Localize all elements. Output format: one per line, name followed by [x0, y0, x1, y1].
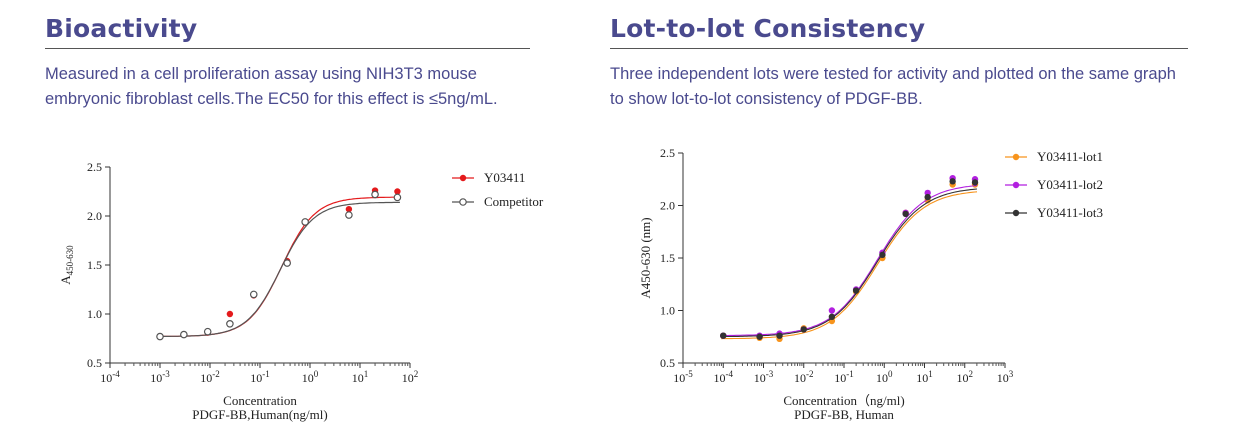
chart2-y-tick-label: 1.5	[660, 251, 675, 265]
chart2-y-label: A450-630 (nm)	[638, 217, 653, 298]
chart1-point-2	[283, 259, 292, 267]
chart2-point-3	[949, 178, 956, 185]
chart1-point-2	[301, 218, 309, 226]
consistency-heading: Lot-to-lot Consistency	[610, 14, 926, 43]
chart1-point-2	[345, 211, 353, 219]
chart1-fit-curve-2	[157, 201, 400, 338]
chart2-fit-curve-1	[721, 191, 978, 340]
chart1-point-1	[394, 188, 401, 195]
chart1-legend-label-2: Competitor	[484, 194, 544, 209]
chart1-point-2	[156, 332, 164, 341]
chart2-point-3	[720, 332, 727, 339]
bioactivity-description: Measured in a cell proliferation assay u…	[45, 65, 498, 108]
chart1-legend-marker-1	[459, 174, 467, 182]
bioactivity-heading: Bioactivity	[45, 14, 198, 43]
chart1-y-label: A450-630	[58, 245, 75, 285]
chart1-legend-marker-2	[459, 198, 467, 206]
chart2-legend-marker-3	[1012, 209, 1020, 217]
chart1-point-1	[226, 310, 234, 318]
chart1-x-tick-label: 10-2	[200, 369, 220, 385]
chart2-x-tick-label: 102	[957, 369, 974, 385]
chart1-x-tick-label: 10-4	[100, 369, 120, 385]
chart1-x-tick-label: 10-1	[250, 369, 270, 385]
chart2-y-tick-label: 2.0	[660, 199, 675, 213]
chart2-x-tick-label: 10-5	[673, 369, 693, 385]
chart2-point-3	[924, 193, 931, 201]
bioactivity-chart: 0.5 1.0 1.5 2.0 2.5 10-4 10-3 10-2 10-1 100 101 102…	[58, 160, 544, 422]
chart2-x-tick-label: 101	[916, 369, 933, 385]
chart1-x-label-2: PDGF-BB,Human(ng/ml)	[192, 407, 327, 422]
chart1-x-tick-label: 10-3	[150, 369, 170, 385]
chart1-point-2	[371, 190, 379, 199]
chart2-point-3	[756, 333, 763, 340]
chart2-point-3	[800, 326, 807, 333]
bioactivity-divider	[45, 48, 530, 49]
chart2-fit-curve-3	[721, 188, 978, 338]
chart2-x-label: Concentration（ng/ml)	[783, 393, 904, 408]
chart1-y-tick-label: 1.0	[87, 307, 102, 321]
chart2-legend-label-2: Y03411-lot2	[1037, 177, 1103, 192]
chart2-x-tick-label: 10-3	[754, 369, 774, 385]
chart1-legend-label-1: Y03411	[484, 170, 525, 185]
chart2-x-tick-label: 10-1	[834, 369, 854, 385]
chart2-fit-curve-2	[721, 185, 978, 337]
chart2-point-3	[971, 179, 979, 186]
consistency-panel: Lot-to-lot Consistency Three independent…	[610, 0, 1188, 112]
chart1-x-label: Concentration	[223, 393, 297, 408]
chart1-y-tick-label: 2.5	[87, 160, 102, 174]
chart1-x-tick-label: 102	[402, 369, 419, 385]
chart2-point-3	[879, 251, 886, 259]
bioactivity-panel: Bioactivity Measured in a cell prolifera…	[45, 0, 530, 112]
chart2-legend-label-1: Y03411-lot1	[1037, 149, 1103, 164]
chart2-x-tick-label: 10-4	[714, 369, 734, 385]
chart2-x-tick-label: 103	[997, 369, 1014, 385]
chart2-y-tick-label: 1.0	[660, 304, 675, 318]
chart2-x-label-2: PDGF-BB, Human	[794, 407, 894, 422]
chart1-y-tick-label: 0.5	[87, 356, 102, 370]
chart2-x-tick-label: 10-2	[794, 369, 814, 385]
chart2-point-3	[902, 210, 909, 218]
chart2-legend-marker-1	[1012, 153, 1020, 161]
chart1-y-tick-label: 2.0	[87, 209, 102, 223]
chart1-x-tick-label: 100	[302, 369, 319, 385]
chart2-x-tick-label: 100	[876, 369, 893, 385]
chart2-legend-label-3: Y03411-lot3	[1037, 205, 1103, 220]
chart2-point-3	[828, 313, 836, 320]
consistency-divider	[610, 48, 1188, 49]
chart2-legend-marker-2	[1012, 181, 1020, 189]
chart1-y-tick-label: 1.5	[87, 258, 102, 272]
chart2-point-3	[776, 332, 783, 339]
chart2-point-3	[852, 287, 860, 294]
chart1-point-2	[203, 327, 212, 336]
chart1-point-1	[345, 205, 353, 213]
consistency-description: Three independent lots were tested for a…	[610, 65, 1176, 108]
chart1-point-2	[393, 193, 402, 202]
chart1-point-2	[249, 290, 258, 299]
chart1-point-2	[180, 330, 188, 339]
chart2-y-tick-label: 0.5	[660, 356, 675, 370]
chart2-point-2	[828, 307, 836, 314]
chart1-x-tick-label: 101	[352, 369, 369, 385]
chart1-point-2	[226, 319, 234, 328]
chart2-y-tick-label: 2.5	[660, 146, 675, 160]
